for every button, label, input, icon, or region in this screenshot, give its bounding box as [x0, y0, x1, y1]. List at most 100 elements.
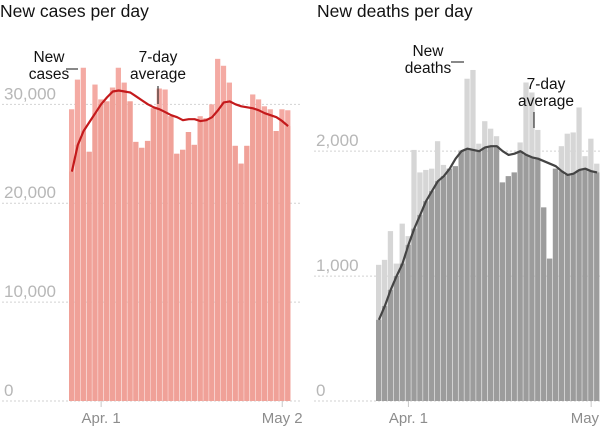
average-fill-bar	[267, 115, 273, 401]
average-fill-bar	[104, 101, 110, 401]
average-fill	[69, 90, 291, 402]
average-fill-bar	[168, 116, 174, 401]
average-fill-bar	[493, 146, 500, 401]
average-fill-bar	[226, 101, 232, 401]
x-tick-label: Apr. 1	[82, 410, 121, 427]
average-fill-bar	[203, 120, 209, 402]
y-tick-label: 2,000	[316, 131, 359, 150]
average-fill-bar	[185, 132, 192, 401]
average-fill-bar	[273, 131, 279, 402]
average-fill-bar	[133, 141, 139, 401]
average-fill-bar	[162, 112, 168, 401]
average-fill-bar	[582, 168, 588, 401]
y-tick-label: 0	[316, 381, 325, 400]
average-fill-bar	[69, 171, 75, 401]
average-fill-bar	[174, 153, 180, 401]
average-fill-bar	[156, 109, 162, 402]
average-fill-bar	[98, 104, 104, 401]
average-fill-bar	[511, 172, 517, 401]
average-fill-bar	[92, 113, 98, 401]
x-tick-label: May 2	[262, 410, 303, 427]
y-tick-label: 10,000	[4, 282, 56, 301]
average-line	[70, 89, 289, 172]
average-fill-bar	[529, 157, 535, 401]
average-fill-bar	[452, 166, 458, 401]
average-line	[377, 145, 598, 321]
average-fill-bar	[552, 168, 559, 401]
annotation-text: average	[130, 66, 186, 83]
average-fill-bar	[238, 163, 244, 401]
average-fill-bar	[434, 181, 441, 401]
deaths-chart-title: New deaths per day	[317, 1, 473, 21]
average-fill-bar	[180, 149, 186, 401]
average-fill-bar	[86, 151, 92, 401]
average-fill-bar	[197, 121, 203, 402]
y-tick-label: 1,000	[316, 256, 359, 275]
average-fill-bar	[215, 110, 221, 402]
cases-chart-title: New cases per day	[0, 1, 149, 21]
average-fill-bar	[209, 117, 215, 401]
average-fill-bar	[423, 201, 429, 401]
average-fill-bar	[446, 168, 453, 401]
average-fill-bar	[220, 102, 227, 401]
average-fill-bar	[150, 108, 157, 402]
average-fill-bar	[127, 101, 133, 401]
average-fill-bar	[261, 113, 268, 401]
average-fill-bar	[80, 131, 86, 402]
average-fill-bar	[121, 91, 127, 401]
annotation-text: cases	[29, 66, 70, 83]
average-fill-bar	[285, 126, 291, 401]
average-fill-bar	[139, 147, 145, 401]
average-fill-bar	[232, 145, 238, 401]
annotation-text: deaths	[405, 60, 452, 77]
annotation-text: 7-day	[527, 76, 566, 93]
average-fill-bar	[594, 172, 600, 401]
average-fill-bar	[499, 182, 506, 401]
average-fill-bar	[74, 144, 81, 401]
y-tick-label: 20,000	[4, 183, 56, 202]
average-fill	[376, 146, 600, 401]
y-axis: 0 1,000 2,000	[314, 131, 600, 402]
average-fill-bar	[417, 214, 423, 401]
average-fill-bar	[376, 319, 382, 401]
average-fill-bar	[470, 149, 476, 401]
average-fill-bar	[464, 148, 470, 401]
average-fill-bar	[541, 207, 547, 401]
average-fill-bar	[482, 147, 488, 401]
x-axis: Apr. 1 May 2	[389, 401, 600, 427]
average-fill-bar	[458, 151, 464, 401]
average-fill-bar	[144, 140, 151, 401]
average-fill-bar	[576, 169, 582, 401]
average-fill-bar	[191, 144, 197, 401]
y-tick-label: 30,000	[4, 84, 56, 103]
average-fill-bar	[488, 146, 494, 401]
average-fill-bar	[570, 173, 576, 401]
average-fill-bar	[109, 91, 116, 401]
average-fill-bar	[429, 191, 435, 401]
average-fill-bar	[517, 151, 523, 401]
average-fill-bar	[476, 151, 482, 401]
average-fill-bar	[505, 176, 511, 401]
average-fill-bar	[244, 145, 250, 401]
annotation-text: New	[33, 49, 65, 66]
x-tick-label: Apr. 1	[389, 410, 428, 427]
average-fill-bar	[405, 244, 411, 401]
annotation-text: average	[518, 93, 574, 110]
average-fill-bar	[440, 176, 447, 401]
average-fill-bar	[558, 171, 565, 401]
average-fill-bar	[387, 289, 394, 401]
cases-chart-panel: 0 10,000 20,000 30,000 Apr. 1 May 2 New cases 7-…	[0, 1, 303, 427]
average-fill-bar	[535, 158, 541, 401]
annotation-text: 7-day	[139, 49, 178, 66]
average-fill-bar	[279, 121, 285, 402]
average-fill-bar	[546, 258, 553, 401]
average-fill-bar	[588, 171, 594, 401]
average-fill-bar	[523, 154, 529, 401]
